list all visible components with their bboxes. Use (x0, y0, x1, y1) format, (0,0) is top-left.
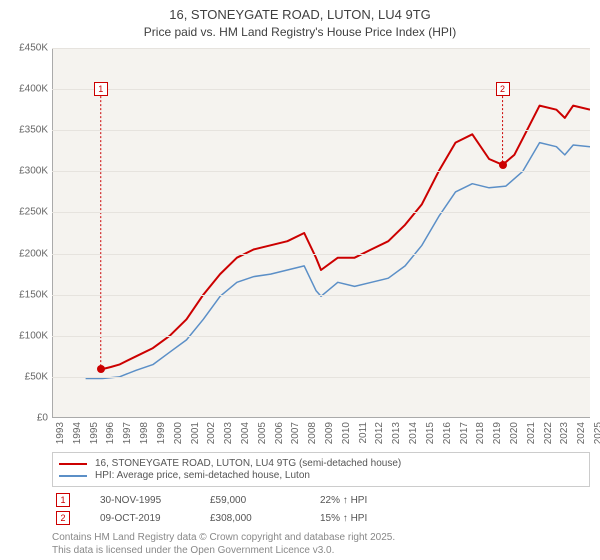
gridline (52, 130, 590, 131)
marker-box: 2 (496, 82, 510, 96)
x-tick-label: 2006 (274, 422, 285, 444)
x-tick-label: 2003 (223, 422, 234, 444)
legend: 16, STONEYGATE ROAD, LUTON, LU4 9TG (sem… (52, 452, 590, 487)
gridline (52, 48, 590, 49)
dp-price: £308,000 (210, 513, 290, 524)
footer-line1: Contains HM Land Registry data © Crown c… (52, 531, 590, 544)
x-tick-label: 2011 (358, 422, 369, 444)
title-line2: Price paid vs. HM Land Registry's House … (0, 24, 600, 40)
legend-label: 16, STONEYGATE ROAD, LUTON, LU4 9TG (sem… (95, 458, 401, 469)
x-tick-label: 2007 (290, 422, 301, 444)
x-tick-label: 2017 (459, 422, 470, 444)
x-tick-label: 2014 (408, 422, 419, 444)
gridline (52, 336, 590, 337)
gridline (52, 212, 590, 213)
legend-item: 16, STONEYGATE ROAD, LUTON, LU4 9TG (sem… (59, 458, 583, 469)
gridline (52, 377, 590, 378)
y-tick-label: £350K (19, 125, 48, 136)
y-tick-label: £0 (37, 413, 48, 424)
x-tick-label: 1993 (55, 422, 66, 444)
dp-date: 09-OCT-2019 (100, 513, 180, 524)
bottom-block: 16, STONEYGATE ROAD, LUTON, LU4 9TG (sem… (52, 452, 590, 557)
y-tick-label: £100K (19, 330, 48, 341)
data-points-table: 1 30-NOV-1995 £59,000 22% ↑ HPI 2 09-OCT-2019… (52, 493, 590, 525)
x-tick-label: 1998 (139, 422, 150, 444)
x-tick-label: 1997 (122, 422, 133, 444)
x-tick-label: 1995 (89, 422, 100, 444)
y-axis: £0£50K£100K£150K£200K£250K£300K£350K£400… (6, 48, 50, 418)
x-tick-label: 2013 (391, 422, 402, 444)
plot-area: 12 (52, 48, 590, 418)
marker-box: 1 (56, 493, 70, 507)
data-point-row: 1 30-NOV-1995 £59,000 22% ↑ HPI (56, 493, 590, 507)
x-tick-label: 2008 (307, 422, 318, 444)
legend-swatch (59, 463, 87, 465)
x-tick-label: 2021 (526, 422, 537, 444)
x-tick-label: 2018 (475, 422, 486, 444)
x-tick-label: 2010 (341, 422, 352, 444)
x-tick-label: 1999 (156, 422, 167, 444)
x-tick-label: 2000 (173, 422, 184, 444)
x-tick-label: 2015 (425, 422, 436, 444)
data-point-row: 2 09-OCT-2019 £308,000 15% ↑ HPI (56, 511, 590, 525)
dp-delta: 15% ↑ HPI (320, 513, 400, 524)
title-line1: 16, STONEYGATE ROAD, LUTON, LU4 9TG (0, 6, 600, 24)
x-tick-label: 2020 (509, 422, 520, 444)
y-tick-label: £400K (19, 84, 48, 95)
x-tick-label: 1996 (105, 422, 116, 444)
x-tick-label: 2016 (442, 422, 453, 444)
marker-box: 2 (56, 511, 70, 525)
chart-container: 16, STONEYGATE ROAD, LUTON, LU4 9TG Pric… (0, 0, 600, 560)
x-tick-label: 2005 (257, 422, 268, 444)
x-tick-label: 2012 (374, 422, 385, 444)
x-tick-label: 2023 (559, 422, 570, 444)
y-tick-label: £450K (19, 43, 48, 54)
dp-delta: 22% ↑ HPI (320, 495, 400, 506)
x-tick-label: 2025 (593, 422, 600, 444)
legend-label: HPI: Average price, semi-detached house,… (95, 470, 310, 481)
y-tick-label: £300K (19, 166, 48, 177)
x-tick-label: 2009 (324, 422, 335, 444)
legend-item: HPI: Average price, semi-detached house,… (59, 470, 583, 481)
x-tick-label: 2004 (240, 422, 251, 444)
gridline (52, 254, 590, 255)
gridline (52, 295, 590, 296)
marker-box: 1 (94, 82, 108, 96)
dp-date: 30-NOV-1995 (100, 495, 180, 506)
y-tick-label: £200K (19, 248, 48, 259)
footer-line2: This data is licensed under the Open Gov… (52, 544, 590, 557)
legend-swatch (59, 475, 87, 477)
footer: Contains HM Land Registry data © Crown c… (52, 531, 590, 557)
series-line (101, 106, 590, 370)
chart-title: 16, STONEYGATE ROAD, LUTON, LU4 9TG Pric… (0, 0, 600, 40)
y-tick-label: £150K (19, 289, 48, 300)
x-tick-label: 2024 (576, 422, 587, 444)
x-tick-label: 2001 (190, 422, 201, 444)
x-tick-label: 2002 (206, 422, 217, 444)
gridline (52, 171, 590, 172)
marker-dot (499, 161, 507, 169)
x-tick-label: 2022 (543, 422, 554, 444)
x-tick-label: 1994 (72, 422, 83, 444)
x-tick-label: 2019 (492, 422, 503, 444)
y-tick-label: £50K (25, 371, 48, 382)
chart-lines (52, 48, 590, 418)
y-tick-label: £250K (19, 207, 48, 218)
dp-price: £59,000 (210, 495, 290, 506)
